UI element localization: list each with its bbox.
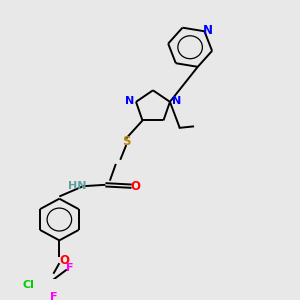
Text: HN: HN xyxy=(68,181,86,191)
Text: F: F xyxy=(66,263,74,273)
Text: F: F xyxy=(50,292,57,300)
Text: O: O xyxy=(130,180,140,193)
Text: N: N xyxy=(172,96,181,106)
Text: N: N xyxy=(125,96,134,106)
Text: N: N xyxy=(203,24,213,37)
Text: S: S xyxy=(122,135,130,148)
Text: Cl: Cl xyxy=(22,280,34,290)
Text: O: O xyxy=(60,254,70,267)
